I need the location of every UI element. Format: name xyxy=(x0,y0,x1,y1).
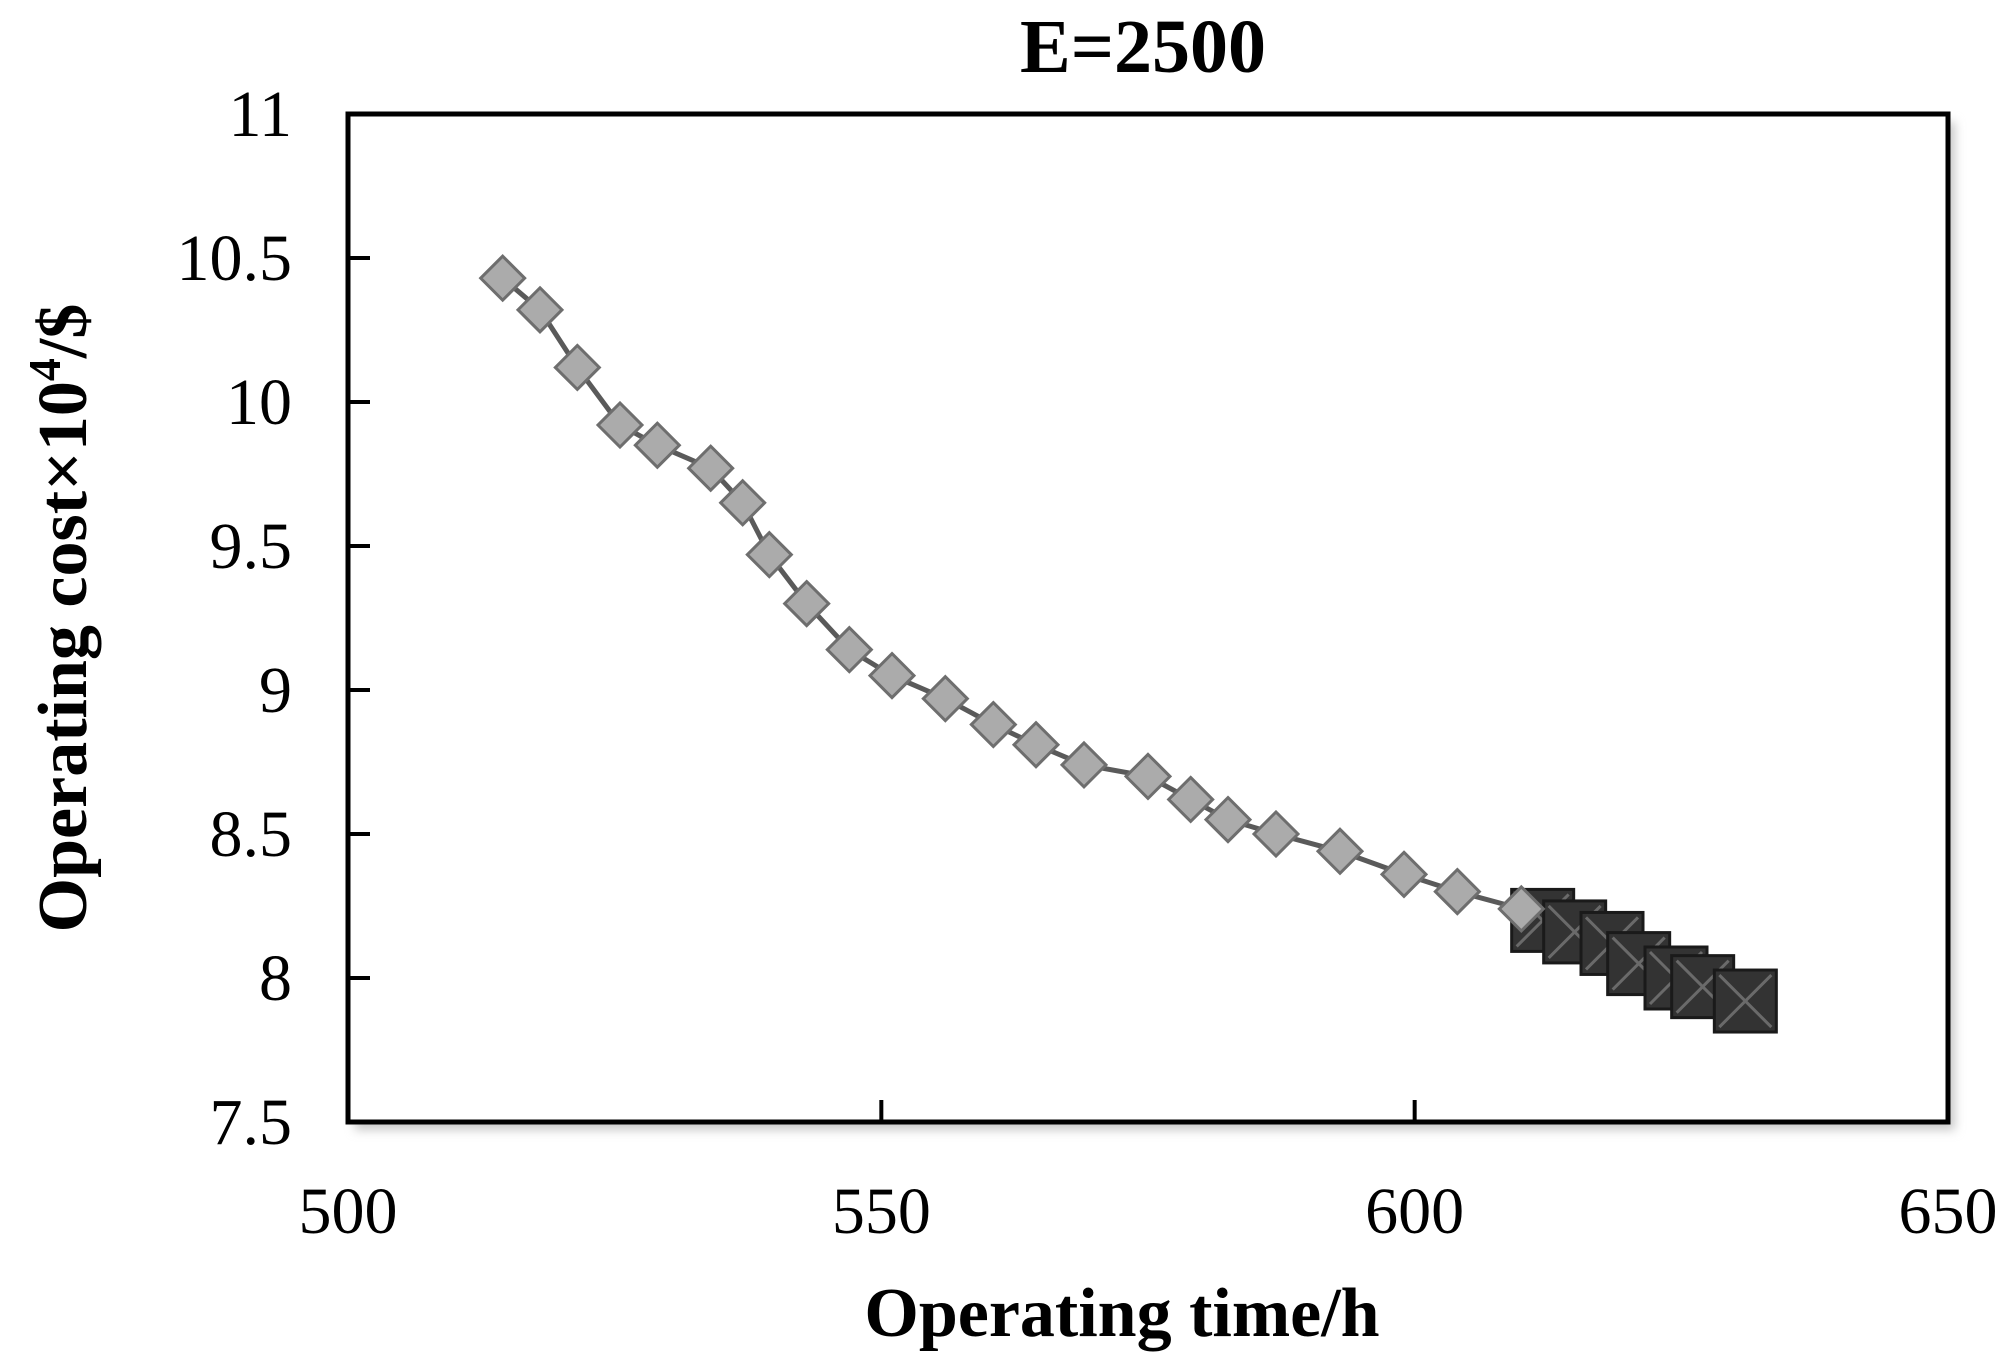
y-tick-label: 7.5 xyxy=(210,1086,293,1159)
chart-title: E=2500 xyxy=(1020,5,1266,89)
y-axis-label-superscript: 4 xyxy=(19,358,70,381)
series-1-point xyxy=(633,421,682,470)
x-tick-label: 500 xyxy=(299,1175,398,1248)
series-1-point xyxy=(1379,850,1429,899)
series-1-point xyxy=(1315,827,1365,876)
y-tick-label: 10 xyxy=(226,366,292,439)
series-1-point xyxy=(1433,867,1482,916)
series-1-point xyxy=(1497,884,1546,934)
y-axis-label-main: Operating cost×10 xyxy=(25,381,102,932)
y-tick-label: 8.5 xyxy=(210,798,293,871)
series-1-point xyxy=(1123,752,1173,801)
series-1-point xyxy=(1011,720,1061,769)
series-1-point xyxy=(745,530,794,579)
series-1-point xyxy=(718,478,767,527)
series-1-point xyxy=(1166,775,1215,824)
series-1-point xyxy=(921,674,970,723)
series-1-point xyxy=(478,254,527,303)
x-axis: 500 550 600 650 xyxy=(299,1100,1998,1248)
series-1-point xyxy=(969,700,1018,749)
y-tick-label: 8 xyxy=(259,942,292,1015)
series-1-point xyxy=(515,285,565,334)
series-1-point xyxy=(782,579,831,628)
y-axis-label: Operating cost×104/$ xyxy=(19,304,102,933)
x-axis-label: Operating time/h xyxy=(864,1275,1379,1352)
series-2-point xyxy=(1712,968,1778,1034)
y-axis-label-suffix: /$ xyxy=(25,304,102,359)
y-tick-label: 11 xyxy=(228,78,292,151)
x-tick-label: 650 xyxy=(1899,1175,1998,1248)
y-tick-label: 10.5 xyxy=(177,222,293,295)
series-1-point xyxy=(686,444,735,493)
series-1-point xyxy=(825,625,874,674)
x-tick-label: 550 xyxy=(832,1175,931,1248)
series-1-point xyxy=(1059,740,1109,790)
series-markers xyxy=(478,254,1778,1034)
y-tick-label: 9 xyxy=(259,654,292,727)
series-1-point xyxy=(1203,795,1253,844)
series-1-point xyxy=(1251,809,1301,859)
series-1-point xyxy=(867,651,917,700)
y-tick-label: 9.5 xyxy=(210,510,293,583)
series-1-point xyxy=(595,400,645,450)
y-axis: 7.5 8 8.5 9 9.5 10 10.5 11 xyxy=(177,78,370,1159)
series-1-point xyxy=(553,343,602,392)
x-tick-label: 600 xyxy=(1365,1175,1464,1248)
